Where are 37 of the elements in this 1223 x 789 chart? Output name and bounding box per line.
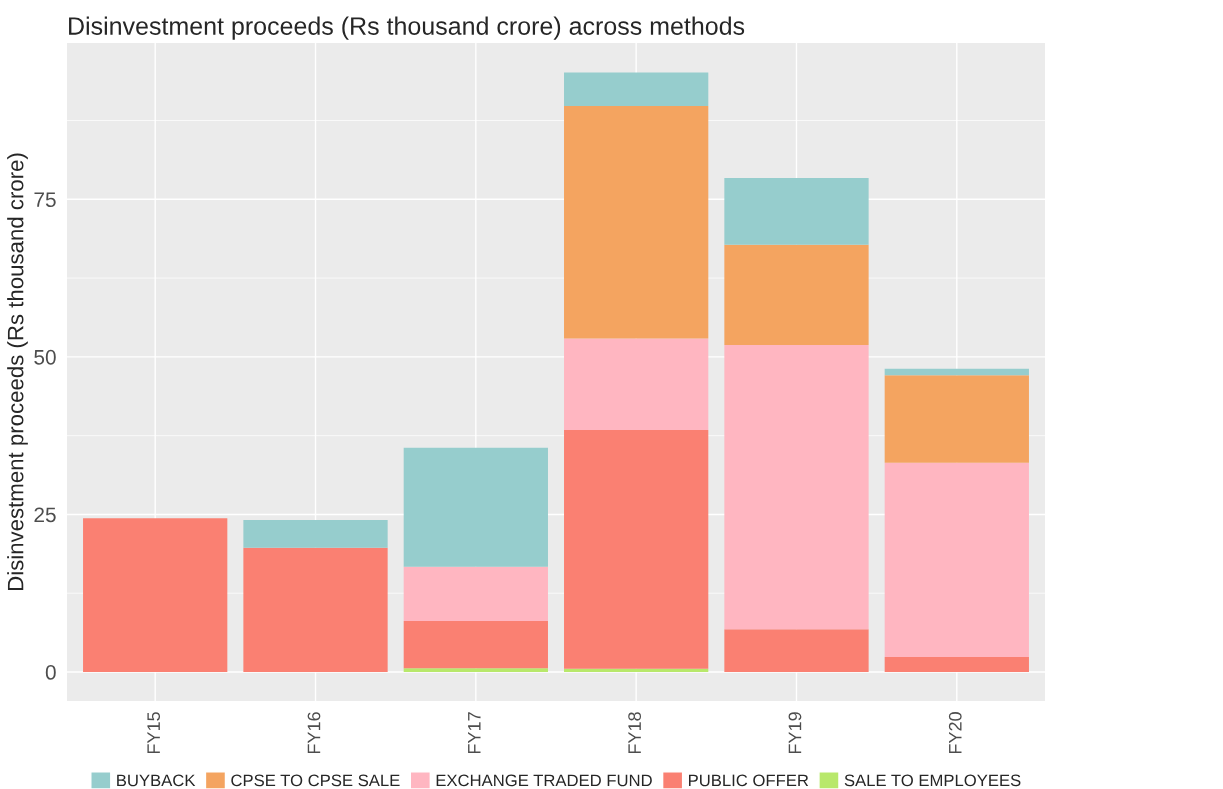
bar (403, 668, 548, 673)
bar (564, 106, 709, 339)
bar (564, 72, 709, 107)
bar (724, 177, 869, 245)
bar (564, 668, 709, 673)
x-tick-label: FY19 (788, 712, 802, 754)
legend-label: BUYBACK (117, 774, 196, 787)
bar (884, 656, 1029, 673)
y-tick-label: 25 (34, 507, 56, 523)
bar (403, 447, 548, 567)
legend-label: PUBLIC OFFER (689, 774, 809, 787)
bar (243, 547, 388, 673)
bar (403, 620, 548, 669)
legend-label: SALE TO EMPLOYEES (844, 774, 1021, 787)
legend-label: EXCHANGE TRADED FUND (436, 774, 652, 787)
y-tick-label: 0 (45, 665, 56, 680)
y-axis-title: Disinvestment proceeds (Rs thousand crore) (7, 153, 28, 591)
bar (564, 338, 709, 430)
bar (724, 244, 869, 345)
bar (564, 429, 709, 669)
bar (884, 462, 1029, 657)
bar (243, 520, 388, 548)
bar (724, 344, 869, 630)
y-tick-label: 50 (34, 349, 56, 365)
x-tick-label: FY16 (307, 712, 321, 754)
y-tick-label: 75 (34, 192, 56, 208)
bar (83, 518, 228, 673)
x-tick-label: FY20 (948, 712, 962, 754)
bar (884, 368, 1029, 376)
legend-label: CPSE TO CPSE SALE (231, 774, 400, 787)
bar (724, 629, 869, 673)
x-tick-label: FY15 (147, 712, 161, 754)
x-tick-label: FY18 (628, 712, 642, 754)
chart-title: Disinvestment proceeds (Rs thousand crore) across methods (69, 16, 745, 40)
bar (884, 375, 1029, 463)
x-tick-label: FY17 (468, 712, 481, 754)
bar (403, 566, 548, 621)
